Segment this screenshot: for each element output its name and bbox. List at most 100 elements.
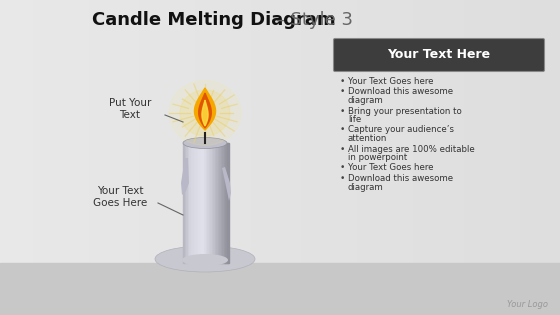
Bar bbox=[183, 143, 185, 263]
Bar bbox=[504, 0, 510, 315]
Text: •: • bbox=[340, 174, 346, 183]
Text: •: • bbox=[340, 88, 346, 96]
Bar bbox=[336, 0, 342, 315]
Bar bbox=[314, 0, 319, 315]
Bar bbox=[215, 143, 217, 263]
Bar bbox=[370, 0, 375, 315]
Bar bbox=[192, 143, 194, 263]
Bar bbox=[168, 0, 174, 315]
Bar bbox=[302, 0, 308, 315]
Bar bbox=[510, 0, 515, 315]
Bar bbox=[291, 0, 297, 315]
Bar bbox=[101, 0, 106, 315]
Bar bbox=[188, 143, 190, 263]
Text: Your Text
Goes Here: Your Text Goes Here bbox=[93, 186, 147, 208]
Bar bbox=[392, 0, 398, 315]
Bar bbox=[67, 0, 73, 315]
Text: Your Text Here: Your Text Here bbox=[388, 49, 491, 61]
Bar bbox=[162, 0, 168, 315]
Bar bbox=[224, 0, 230, 315]
Bar bbox=[39, 0, 45, 315]
Text: Candle Melting Diagram: Candle Melting Diagram bbox=[92, 11, 335, 29]
Bar bbox=[538, 0, 543, 315]
Bar bbox=[207, 143, 209, 263]
Bar bbox=[241, 0, 246, 315]
Bar bbox=[226, 143, 228, 263]
Bar bbox=[375, 0, 381, 315]
Bar bbox=[45, 0, 50, 315]
Bar bbox=[442, 0, 448, 315]
Bar bbox=[263, 0, 269, 315]
Bar bbox=[56, 0, 62, 315]
Bar bbox=[297, 0, 302, 315]
Bar bbox=[252, 0, 258, 315]
Bar bbox=[235, 0, 241, 315]
Bar bbox=[209, 143, 211, 263]
Text: Bring your presentation to: Bring your presentation to bbox=[348, 106, 462, 116]
Bar bbox=[211, 143, 213, 263]
Bar bbox=[216, 143, 218, 263]
Bar bbox=[203, 143, 205, 263]
Ellipse shape bbox=[183, 138, 227, 148]
Bar bbox=[364, 0, 370, 315]
Bar bbox=[174, 0, 179, 315]
Bar bbox=[184, 143, 187, 263]
Text: Download this awesome: Download this awesome bbox=[348, 88, 453, 96]
Bar bbox=[179, 0, 185, 315]
Bar bbox=[213, 143, 216, 263]
Bar bbox=[0, 263, 560, 315]
Bar bbox=[319, 0, 325, 315]
Bar bbox=[274, 0, 280, 315]
Text: life: life bbox=[348, 115, 361, 124]
Text: Your Text Goes here: Your Text Goes here bbox=[348, 163, 433, 173]
Bar bbox=[62, 0, 67, 315]
Bar bbox=[482, 0, 487, 315]
Bar bbox=[470, 0, 476, 315]
Bar bbox=[112, 0, 118, 315]
Text: attention: attention bbox=[348, 134, 388, 143]
Text: •: • bbox=[340, 125, 346, 135]
Bar bbox=[90, 0, 95, 315]
Bar bbox=[431, 0, 437, 315]
Bar bbox=[386, 0, 392, 315]
Text: Put Your
Text: Put Your Text bbox=[109, 98, 151, 120]
Bar bbox=[190, 143, 193, 263]
Bar bbox=[146, 0, 151, 315]
Bar bbox=[381, 0, 386, 315]
Bar bbox=[227, 143, 229, 263]
Text: – Style 3: – Style 3 bbox=[270, 11, 353, 29]
Bar bbox=[22, 0, 28, 315]
Bar bbox=[6, 0, 11, 315]
Bar bbox=[246, 0, 252, 315]
Bar bbox=[330, 0, 336, 315]
Bar bbox=[197, 143, 199, 263]
Bar bbox=[230, 0, 235, 315]
Bar bbox=[140, 0, 146, 315]
Bar bbox=[426, 0, 431, 315]
Bar bbox=[123, 0, 129, 315]
Bar bbox=[195, 143, 198, 263]
Bar bbox=[106, 0, 112, 315]
Ellipse shape bbox=[182, 254, 228, 266]
Bar bbox=[218, 143, 220, 263]
Text: All images are 100% editable: All images are 100% editable bbox=[348, 145, 475, 153]
Bar bbox=[204, 143, 207, 263]
Bar bbox=[201, 143, 203, 263]
Bar bbox=[221, 143, 223, 263]
Bar bbox=[218, 0, 224, 315]
Bar bbox=[212, 143, 214, 263]
Bar bbox=[398, 0, 403, 315]
Bar bbox=[454, 0, 459, 315]
Ellipse shape bbox=[169, 81, 241, 146]
Text: •: • bbox=[340, 106, 346, 116]
Text: •: • bbox=[340, 77, 346, 86]
Bar bbox=[325, 0, 330, 315]
Bar bbox=[526, 0, 532, 315]
Bar bbox=[353, 0, 358, 315]
Bar bbox=[17, 0, 22, 315]
Bar bbox=[437, 0, 442, 315]
Text: diagram: diagram bbox=[348, 96, 384, 105]
Bar bbox=[151, 0, 157, 315]
Polygon shape bbox=[202, 100, 208, 126]
Text: in powerpoint: in powerpoint bbox=[348, 153, 407, 162]
